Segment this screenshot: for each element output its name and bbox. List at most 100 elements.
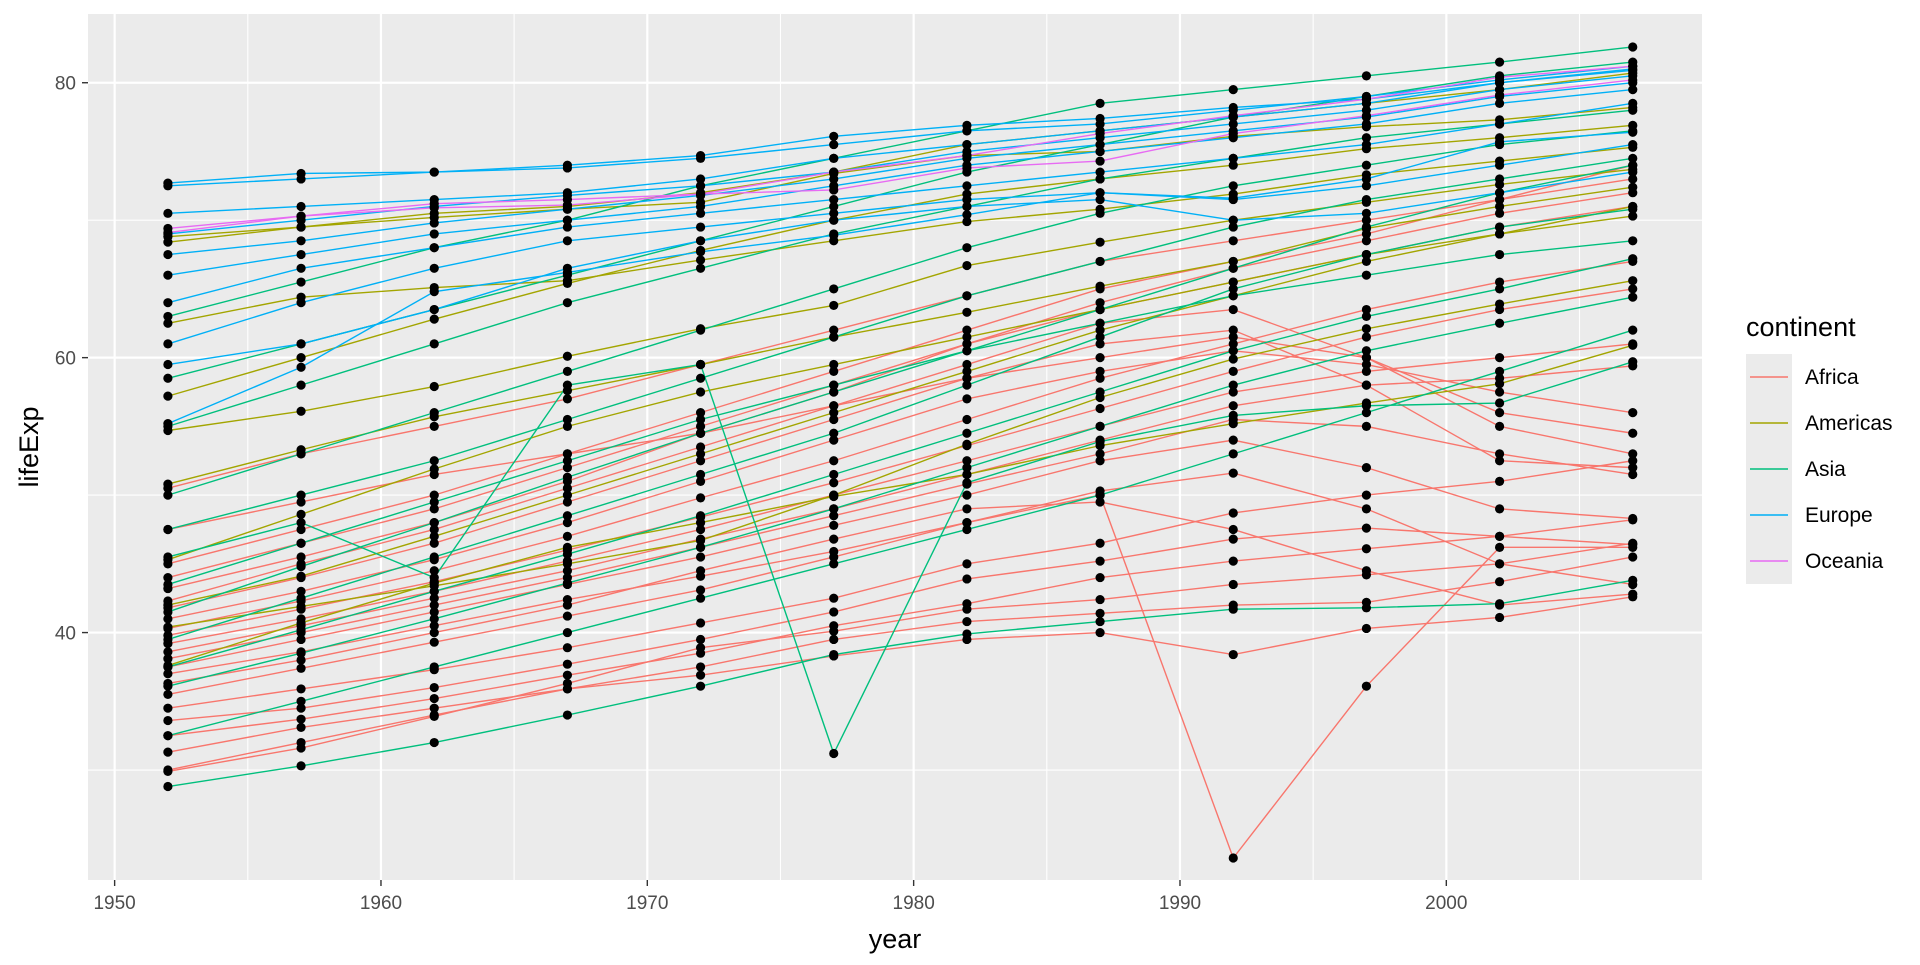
series-line-africa [167,329,1633,609]
data-point [695,670,706,680]
data-point [1361,366,1372,376]
data-point [695,174,706,184]
data-point [829,607,839,617]
data-point [429,586,439,596]
data-point [1628,552,1638,562]
data-point [1628,75,1638,85]
data-point [829,131,839,141]
data-point [1361,681,1372,691]
data-point [429,167,439,177]
data-point [1361,256,1372,267]
data-point [1494,194,1505,205]
data-point [562,394,573,404]
data-point [1628,174,1638,184]
data-point [962,346,972,356]
data-point [562,298,573,308]
data-point [1361,566,1372,576]
data-point [1628,182,1638,192]
series-line-europe [167,102,1633,304]
data-point [1095,298,1105,308]
data-point [429,218,439,228]
data-point [1095,421,1105,431]
data-point [163,270,173,280]
data-point [296,703,306,713]
data-point [562,472,573,482]
series-line-africa [167,542,1633,773]
data-point [962,216,972,227]
x-tick-label: 1970 [626,893,668,914]
data-point [1228,236,1238,246]
data-point [1095,366,1105,376]
data-point [1361,208,1372,218]
panel-background [88,14,1702,880]
data-point [1095,538,1105,548]
data-point [163,600,173,610]
data-point [1228,111,1238,121]
data-point [829,435,839,445]
data-point [962,163,972,173]
y-tick-label: 60 [55,349,76,370]
data-point [1628,357,1638,367]
data-point [1494,366,1505,376]
data-point [1095,237,1105,247]
data-point [429,737,439,748]
data-point [163,524,173,535]
data-point [1494,98,1505,108]
data-point [1494,559,1505,569]
data-point [296,518,306,528]
data-point [829,546,839,557]
series-line-asia [167,296,1633,687]
data-point [562,414,573,425]
series-line-europe [167,69,1633,184]
data-point [962,439,972,449]
data-point [695,535,706,546]
data-point [163,614,173,624]
data-point [695,449,706,459]
data-point [1361,544,1372,554]
data-point [296,168,306,179]
data-point [1228,419,1238,429]
data-point [296,696,306,706]
axes: lifeExp year 1950 1960 1970 1980 1990 2000 40 6… [14,74,1467,954]
data-point [829,748,839,759]
data-point [1228,468,1238,478]
data-point [562,490,573,500]
data-point [1228,387,1238,397]
data-point [1228,401,1238,411]
data-point [829,332,839,342]
data-point [296,524,306,535]
data-point [429,662,439,672]
data-point [296,263,306,273]
data-point [163,552,173,562]
data-point [296,761,306,771]
data-point [163,419,173,429]
data-point [1228,277,1238,287]
data-point [1228,604,1238,614]
data-point [962,394,972,404]
data-point [829,201,839,212]
data-point [695,208,706,218]
data-point [296,249,306,260]
data-point [1494,599,1505,609]
data-point [1494,299,1505,309]
data-point [163,622,173,632]
data-point [429,381,439,392]
data-point [163,634,173,645]
data-point [1228,256,1238,267]
data-point [1494,208,1505,218]
data-point [695,359,706,370]
x-tick-label: 1960 [360,893,402,914]
data-point [1494,577,1505,587]
data-point [1095,208,1105,218]
data-point [1628,98,1638,108]
data-point [1628,211,1638,221]
data-point [163,662,173,672]
data-point [562,659,573,669]
data-point [829,153,839,163]
data-point [695,387,706,397]
data-point [562,497,573,507]
data-point [1494,72,1505,82]
series-line-americas [167,72,1633,243]
data-point [1228,304,1238,315]
data-point [1228,380,1238,390]
